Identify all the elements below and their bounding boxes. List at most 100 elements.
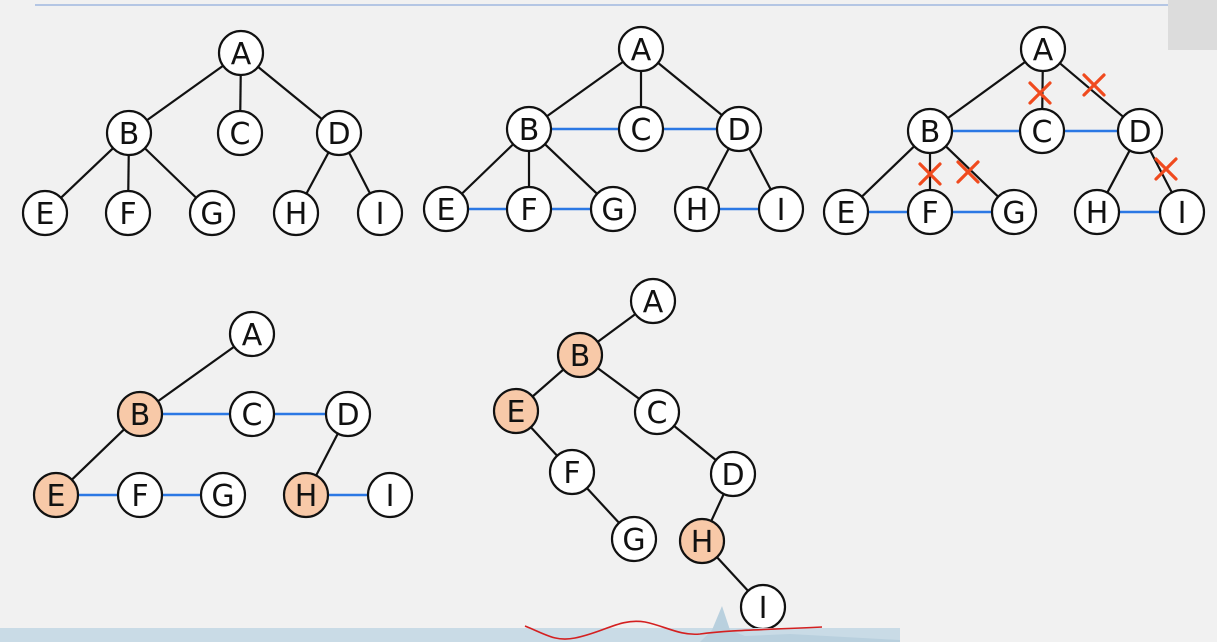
- tree-edge-D-I: [1149, 150, 1173, 193]
- node-B: B: [556, 331, 604, 379]
- node-D: D: [315, 109, 363, 157]
- node-label: D: [336, 398, 359, 433]
- node-label: F: [131, 479, 148, 514]
- node-H: H: [678, 517, 726, 565]
- node-circle: [1073, 188, 1121, 236]
- tree-edge-D-I: [348, 152, 371, 194]
- node-circle: [629, 277, 677, 325]
- node-label: E: [507, 395, 526, 430]
- node-label: A: [231, 37, 252, 72]
- tree-edge-E-F: [530, 426, 558, 457]
- node-label: F: [520, 193, 537, 228]
- node-circle: [1116, 107, 1164, 155]
- node-C: C: [617, 105, 665, 153]
- node-E: E: [492, 387, 540, 435]
- tree-edge-A-B: [597, 313, 636, 343]
- node-label: A: [643, 285, 664, 320]
- node-D: D: [715, 105, 763, 153]
- node-label: I: [777, 193, 786, 228]
- node-label: E: [437, 193, 456, 228]
- node-circle: [199, 471, 247, 519]
- tree-edge-D-H: [710, 493, 725, 522]
- node-H: H: [673, 185, 721, 233]
- node-circle: [1158, 188, 1206, 236]
- node-circle: [709, 450, 757, 498]
- node-H: H: [282, 471, 330, 519]
- corner-panel: [1168, 0, 1217, 50]
- tree-edge-B-E: [60, 147, 114, 199]
- tree-edge-D-H: [1106, 149, 1131, 194]
- tree-edge-A-D: [257, 66, 323, 120]
- diagram-original-tree: A B C D E F G H I: [21, 29, 404, 237]
- node-label: A: [1033, 33, 1054, 68]
- node-circle: [422, 185, 470, 233]
- node-circle: [1019, 25, 1067, 73]
- tree-edge-A-B: [157, 345, 235, 403]
- node-label: E: [47, 479, 66, 514]
- node-label: D: [721, 458, 744, 493]
- node-label: D: [727, 113, 750, 148]
- node-D: D: [1116, 107, 1164, 155]
- node-circle: [505, 105, 553, 153]
- node-label: F: [119, 197, 136, 232]
- node-B: B: [116, 390, 164, 438]
- cut-mark-icon: [918, 162, 942, 186]
- node-label: C: [230, 117, 251, 152]
- node-A: A: [217, 29, 265, 77]
- node-B: B: [105, 109, 153, 157]
- node-I: I: [739, 583, 787, 631]
- node-B: B: [505, 105, 553, 153]
- node-label: H: [1086, 196, 1109, 231]
- node-label: D: [1128, 115, 1151, 150]
- node-circle: [505, 185, 553, 233]
- cut-mark-icon: [956, 160, 980, 184]
- cut-mark-icon: [1082, 73, 1106, 97]
- tree-edge-B-G: [144, 147, 197, 199]
- red-scribble: [524, 620, 823, 640]
- node-circle: [217, 29, 265, 77]
- node-I: I: [366, 471, 414, 519]
- tree-edge-B-C: [597, 367, 640, 400]
- node-E: E: [21, 189, 69, 237]
- node-circle: [324, 390, 372, 438]
- node-D: D: [709, 450, 757, 498]
- node-label: B: [130, 398, 151, 433]
- node-label: I: [1178, 196, 1187, 231]
- node-circle: [366, 471, 414, 519]
- tree-edge-B-E: [461, 143, 514, 195]
- node-circle: [906, 107, 954, 155]
- tree-edge-B-G: [544, 143, 598, 195]
- node-label: B: [519, 113, 540, 148]
- node-label: E: [36, 197, 55, 232]
- node-label: H: [295, 479, 318, 514]
- node-label: H: [285, 197, 308, 232]
- tree-edge-A-B: [947, 61, 1026, 119]
- cut-mark-icon: [1154, 157, 1178, 181]
- tree-edge-D-H: [315, 433, 339, 476]
- tree-edge-F-G: [586, 487, 620, 524]
- tree-edge-A-D: [1059, 62, 1124, 118]
- node-circle: [32, 471, 80, 519]
- node-label: E: [837, 196, 856, 231]
- node-B: B: [906, 107, 954, 155]
- node-label: B: [570, 339, 591, 374]
- node-label: G: [200, 197, 223, 232]
- node-circle: [548, 448, 596, 496]
- node-label: C: [631, 113, 652, 148]
- node-circle: [556, 331, 604, 379]
- node-G: G: [610, 515, 658, 563]
- node-circle: [610, 515, 658, 563]
- node-label: H: [691, 525, 714, 560]
- node-circle: [617, 25, 665, 73]
- tree-edge-C-D: [673, 425, 717, 461]
- node-E: E: [822, 188, 870, 236]
- tree-edge-B-E: [861, 145, 915, 198]
- node-label: B: [920, 115, 941, 150]
- tree-edge-D-H: [305, 151, 330, 195]
- node-circle: [633, 388, 681, 436]
- tree-edge-B-E: [71, 428, 125, 481]
- node-C: C: [1018, 107, 1066, 155]
- node-F: F: [505, 185, 553, 233]
- node-label: C: [1032, 115, 1053, 150]
